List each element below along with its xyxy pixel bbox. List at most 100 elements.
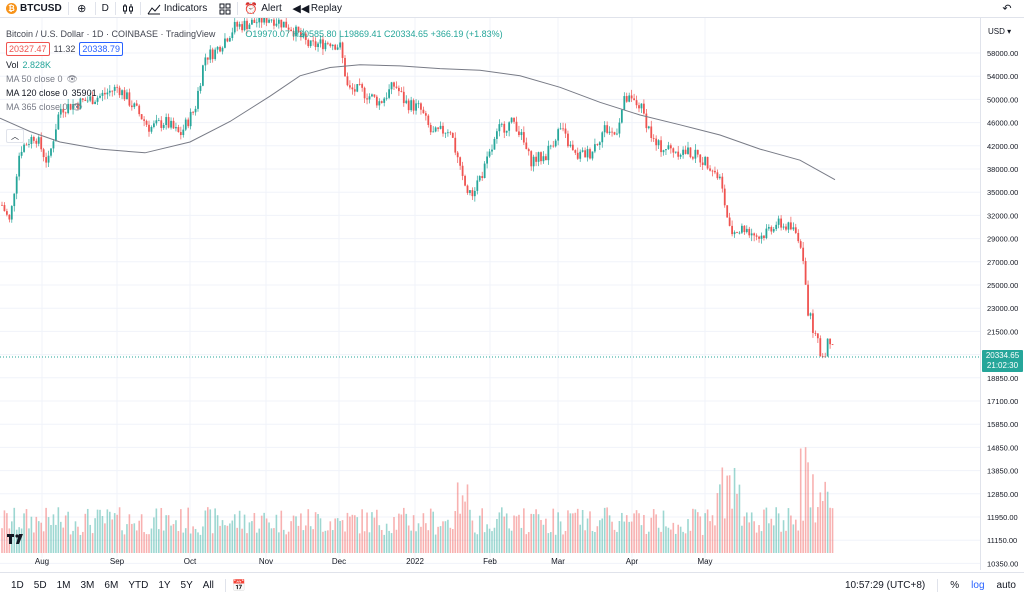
- volume-bar: [295, 516, 297, 553]
- price-scale: 58000.00 54000.00 50000.00 46000.00 42000.00…: [987, 49, 1018, 568]
- volume-bar: [104, 523, 106, 553]
- volume-bar: [503, 516, 506, 553]
- volume-bar: [116, 514, 118, 553]
- candle-body: [390, 82, 393, 90]
- volume-bar: [802, 520, 804, 553]
- candle-body: [444, 132, 447, 134]
- volume-bar: [79, 534, 82, 553]
- log-scale-button[interactable]: log: [971, 580, 985, 591]
- volume-bar: [42, 531, 45, 553]
- candle-body: [55, 129, 57, 142]
- volume-bar: [55, 524, 57, 553]
- volume-bar: [91, 533, 94, 553]
- volume-bar: [57, 507, 60, 553]
- range-button-3m[interactable]: 3M: [80, 580, 95, 591]
- volume-bar: [763, 509, 765, 553]
- volume-bar: [20, 528, 23, 553]
- candle-body: [596, 144, 599, 145]
- candle-body: [797, 232, 800, 242]
- range-button-5y[interactable]: 5Y: [180, 580, 193, 591]
- replay-button[interactable]: ◀◀ Replay: [288, 0, 348, 17]
- alert-button[interactable]: ⏰ Alert: [238, 0, 288, 17]
- candle-body: [10, 206, 13, 220]
- chart-pane[interactable]: Aug Sep Oct Nov Dec 2022 Feb Mar Apr May: [0, 18, 980, 570]
- volume-bar: [643, 514, 645, 553]
- candle-body: [549, 145, 552, 147]
- candle-body: [469, 190, 471, 193]
- volume-bar: [738, 484, 741, 553]
- interval-button[interactable]: D: [96, 0, 115, 17]
- candle-body: [576, 152, 579, 159]
- price-axis[interactable]: 58000.00 54000.00 50000.00 46000.00 42000.00…: [980, 18, 1024, 570]
- volume-bar: [562, 534, 564, 553]
- volume-bar: [13, 507, 16, 553]
- collapse-legend-button[interactable]: ︿: [6, 129, 24, 143]
- volume-bar: [285, 534, 287, 553]
- range-button-6m[interactable]: 6M: [104, 580, 119, 591]
- range-button-1y[interactable]: 1Y: [158, 580, 171, 591]
- candle-body: [211, 49, 214, 60]
- currency-label[interactable]: USD ▾: [988, 27, 1012, 36]
- candle-body: [287, 27, 290, 30]
- volume-bar: [197, 532, 199, 553]
- compare-button[interactable]: ⊕: [69, 0, 95, 17]
- auto-scale-button[interactable]: auto: [996, 580, 1016, 591]
- candle-body: [807, 284, 809, 316]
- volume-bar: [69, 534, 72, 553]
- date-range-buttons: 1D 5D 1M 3M 6M YTD 1Y 5Y All: [0, 580, 219, 591]
- candle-body: [473, 190, 476, 197]
- volume-bar: [682, 531, 684, 553]
- candle-body: [248, 24, 251, 30]
- candle-body: [667, 145, 670, 150]
- templates-button[interactable]: [213, 0, 237, 17]
- candle-body: [64, 112, 67, 114]
- volume-bar: [831, 508, 834, 553]
- volume-bar: [599, 520, 601, 553]
- candle-body: [655, 138, 658, 146]
- volume-bar: [126, 524, 128, 553]
- candle-body: [581, 150, 584, 152]
- divider: [67, 2, 69, 15]
- chart-type-button[interactable]: [116, 0, 140, 17]
- candle-body: [42, 149, 45, 158]
- candle-body: [525, 142, 528, 150]
- volume-bar: [324, 530, 327, 553]
- clock-timezone[interactable]: 10:57:29 (UTC+8): [844, 580, 926, 591]
- candle-body: [52, 141, 55, 149]
- symbol-search[interactable]: ₿ BTCUSD: [0, 0, 68, 17]
- candle-body: [657, 140, 660, 146]
- time-tick-label: Mar: [551, 557, 565, 566]
- price-chart[interactable]: Aug Sep Oct Nov Dec 2022 Feb Mar Apr May: [0, 18, 980, 570]
- indicators-button[interactable]: Indicators: [141, 0, 213, 17]
- candle-body: [402, 91, 405, 104]
- candle-body: [821, 355, 824, 357]
- go-to-date-icon[interactable]: 📅: [232, 580, 246, 592]
- percent-scale-button[interactable]: %: [950, 580, 960, 591]
- range-button-ytd[interactable]: YTD: [128, 580, 149, 591]
- range-button-5d[interactable]: 5D: [33, 580, 47, 591]
- range-button-1d[interactable]: 1D: [11, 580, 24, 591]
- undo-button[interactable]: ↶: [994, 0, 1024, 17]
- candle-body: [277, 19, 280, 24]
- eye-hidden-icon[interactable]: 👁: [71, 102, 83, 112]
- candle-body: [336, 47, 339, 50]
- candle-body: [701, 162, 704, 166]
- candle-body: [770, 227, 773, 232]
- volume-bar: [797, 530, 800, 553]
- sell-price-button[interactable]: 20327.47: [6, 42, 50, 56]
- volume-bar: [400, 514, 403, 553]
- price-tick-label: 38000.00: [987, 165, 1018, 174]
- candle-body: [224, 38, 226, 48]
- candle-body: [540, 152, 542, 162]
- range-button-1m[interactable]: 1M: [56, 580, 71, 591]
- candle-body: [221, 47, 224, 52]
- buy-price-button[interactable]: 20338.79: [79, 42, 123, 56]
- candle-body: [459, 157, 462, 166]
- candle-body: [618, 122, 621, 134]
- range-button-all[interactable]: All: [202, 580, 214, 591]
- volume-bar: [518, 514, 520, 553]
- volume-bar: [290, 521, 292, 553]
- volume-bar: [162, 530, 165, 553]
- eye-hidden-icon[interactable]: 👁: [66, 74, 78, 84]
- volume-bar: [214, 508, 216, 553]
